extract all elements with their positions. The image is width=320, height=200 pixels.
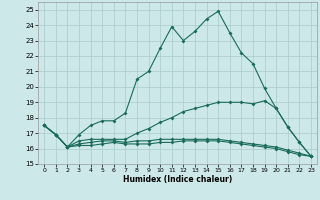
X-axis label: Humidex (Indice chaleur): Humidex (Indice chaleur) <box>123 175 232 184</box>
